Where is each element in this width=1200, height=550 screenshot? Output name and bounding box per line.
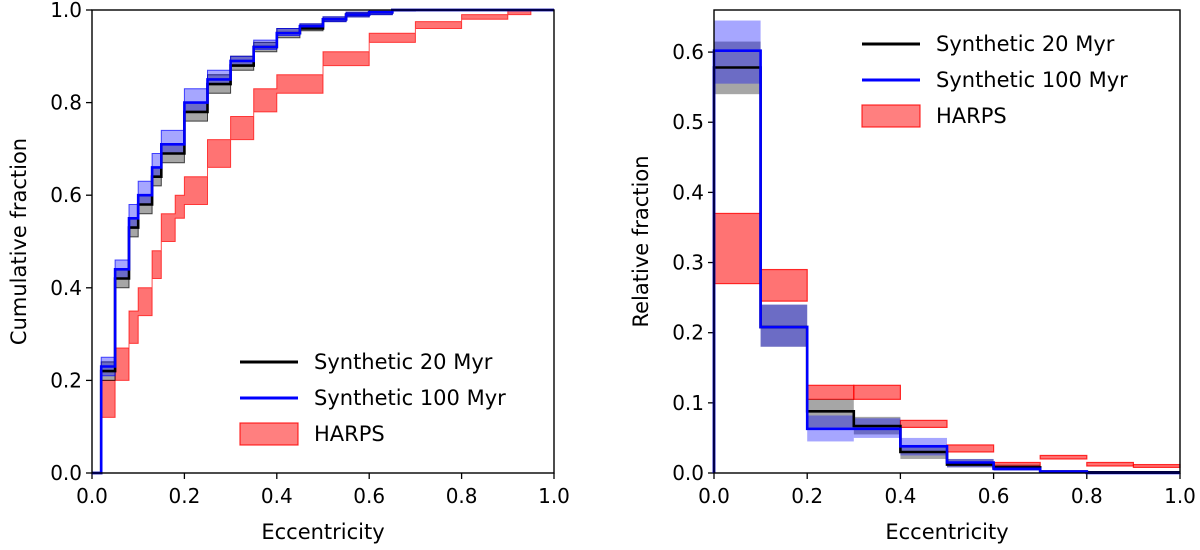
- right-y-tick-label: 0.1: [672, 391, 704, 415]
- right-bin-band-harps: [759, 268, 808, 302]
- left-y-tick-label: 0.8: [50, 91, 82, 115]
- left-x-tick-label: 0.2: [168, 484, 200, 508]
- right-bin-band-harps: [946, 444, 995, 453]
- left-x-tick-label: 1.0: [538, 484, 570, 508]
- right-legend-label-harps: HARPS: [936, 104, 1007, 128]
- right-y-tick-label: 0.6: [672, 40, 704, 64]
- left-y-tick-label: 1.0: [50, 0, 82, 22]
- right-plot-frame: [713, 9, 1181, 474]
- right-x-tick-label: 0.8: [1071, 484, 1103, 508]
- right-bin-band-harps: [1086, 461, 1135, 467]
- right-x-tick-label: 0.6: [978, 484, 1010, 508]
- right-legend-swatch-harps: [861, 104, 921, 128]
- right-bin-band-synthetic-100-myr: [714, 20, 761, 84]
- right-bin-band-harps: [853, 384, 901, 400]
- right-bin-band-harps: [899, 419, 948, 429]
- right-x-tick-label: 0.4: [884, 484, 916, 508]
- left-y-tick-label: 0.2: [50, 368, 82, 392]
- right-x-tick-label: 0.0: [698, 484, 730, 508]
- left-legend-swatch-harps: [239, 422, 299, 446]
- relative-fraction-chart: 0.0 0.2 0.4 0.6 0.8 1.0 0.0 0.1 0.2 0.3 0.4 0.5 0.6 E…: [629, 9, 1196, 544]
- left-y-tick-label: 0.4: [50, 276, 82, 300]
- right-x-tick-label: 0.2: [791, 484, 823, 508]
- right-bin-band-synthetic-20-myr: [807, 399, 854, 428]
- left-y-tick-label: 0.6: [50, 183, 82, 207]
- left-y-tick-label: 0.0: [50, 461, 82, 485]
- right-bin-band-harps: [713, 212, 762, 285]
- right-y-tick-label: 0.2: [672, 321, 704, 345]
- left-x-axis-label: Eccentricity: [261, 520, 384, 544]
- right-step-line-synthetic-100-myr: [712, 49, 1180, 475]
- left-plot-frame: [91, 9, 555, 474]
- left-line-synthetic-100-myr: [92, 8, 554, 475]
- left-y-axis-label: Cumulative fraction: [7, 138, 31, 345]
- cumulative-fraction-chart: 0.0 0.2 0.4 0.6 0.8 1.0 0.0 0.2 0.4 0.6 0.8 1.0 Ecce…: [7, 0, 570, 544]
- right-y-tick-label: 0.5: [672, 110, 704, 134]
- left-legend-label-synthetic-100-myr: Synthetic 100 Myr: [314, 386, 506, 410]
- right-bin-band-harps: [806, 384, 855, 400]
- left-x-tick-label: 0.4: [261, 484, 293, 508]
- right-bin-band-harps: [1039, 454, 1088, 460]
- right-y-tick-label: 0.3: [672, 251, 704, 275]
- right-x-tick-label: 1.0: [1164, 484, 1196, 508]
- right-bin-band-synthetic-100-myr: [760, 304, 808, 347]
- right-bin-band-harps: [1132, 463, 1181, 468]
- right-y-tick-label: 0.0: [672, 461, 704, 485]
- right-legend-label-synthetic-100-myr: Synthetic 100 Myr: [936, 68, 1128, 92]
- left-x-tick-label: 0.6: [353, 484, 385, 508]
- left-legend-label-harps: HARPS: [314, 422, 385, 446]
- right-y-tick-label: 0.4: [672, 180, 704, 204]
- right-x-axis-label: Eccentricity: [885, 520, 1008, 544]
- left-x-tick-label: 0.0: [76, 484, 108, 508]
- right-y-axis-label: Relative fraction: [629, 155, 653, 327]
- left-x-tick-label: 0.8: [446, 484, 478, 508]
- right-legend-label-synthetic-20-myr: Synthetic 20 Myr: [936, 32, 1115, 56]
- left-legend-label-synthetic-20-myr: Synthetic 20 Myr: [314, 350, 493, 374]
- right-bin-band-synthetic-20-myr: [760, 304, 808, 347]
